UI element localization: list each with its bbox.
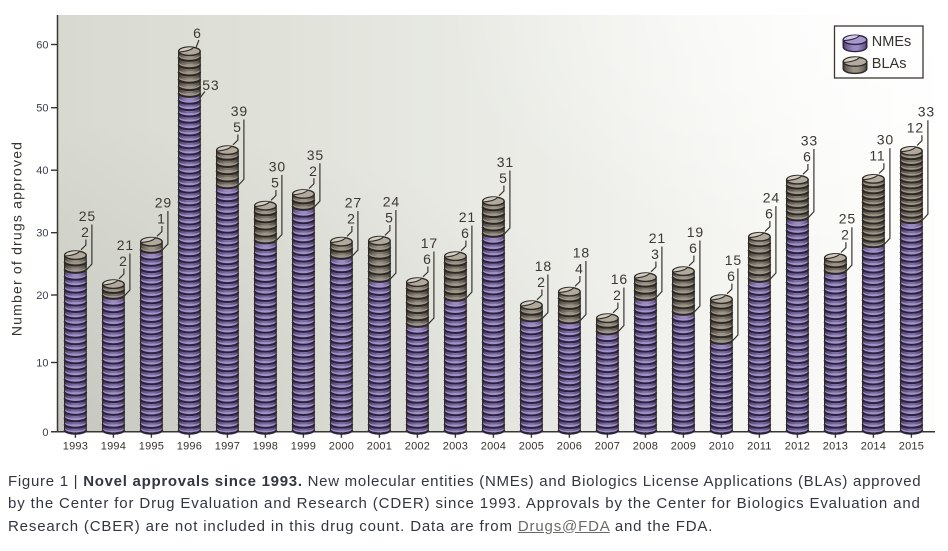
svg-text:19: 19 bbox=[687, 224, 704, 240]
svg-text:2012: 2012 bbox=[785, 441, 810, 453]
svg-text:31: 31 bbox=[497, 154, 514, 170]
svg-text:2004: 2004 bbox=[481, 441, 506, 453]
svg-text:2014: 2014 bbox=[861, 441, 886, 453]
svg-text:1998: 1998 bbox=[253, 441, 278, 453]
svg-text:15: 15 bbox=[725, 252, 742, 268]
svg-text:11: 11 bbox=[869, 148, 885, 164]
svg-text:1996: 1996 bbox=[177, 441, 202, 453]
svg-text:21: 21 bbox=[459, 209, 476, 225]
svg-text:2005: 2005 bbox=[519, 441, 544, 453]
svg-text:2006: 2006 bbox=[557, 441, 582, 453]
svg-text:24: 24 bbox=[763, 190, 780, 206]
svg-text:10: 10 bbox=[36, 358, 48, 370]
svg-text:2015: 2015 bbox=[899, 441, 924, 453]
svg-text:6: 6 bbox=[803, 149, 812, 165]
svg-text:2: 2 bbox=[347, 211, 356, 227]
svg-text:53: 53 bbox=[202, 77, 219, 93]
svg-text:50: 50 bbox=[36, 103, 48, 115]
svg-text:24: 24 bbox=[383, 194, 400, 210]
svg-text:2: 2 bbox=[119, 253, 128, 269]
svg-text:5: 5 bbox=[233, 119, 242, 135]
svg-text:1993: 1993 bbox=[63, 441, 88, 453]
svg-text:6: 6 bbox=[423, 251, 432, 267]
svg-text:29: 29 bbox=[155, 195, 172, 211]
svg-text:17: 17 bbox=[421, 235, 438, 251]
svg-text:2: 2 bbox=[841, 227, 850, 243]
svg-text:60: 60 bbox=[36, 40, 48, 52]
svg-text:2: 2 bbox=[81, 224, 90, 240]
svg-text:5: 5 bbox=[499, 170, 508, 186]
svg-text:25: 25 bbox=[79, 208, 96, 224]
svg-text:1999: 1999 bbox=[291, 441, 316, 453]
svg-text:6: 6 bbox=[461, 225, 470, 241]
svg-text:6: 6 bbox=[765, 206, 774, 222]
svg-text:0: 0 bbox=[42, 427, 48, 439]
svg-text:30: 30 bbox=[269, 159, 286, 175]
svg-text:2000: 2000 bbox=[329, 441, 354, 453]
svg-text:16: 16 bbox=[611, 271, 628, 287]
svg-text:2002: 2002 bbox=[405, 441, 430, 453]
svg-text:30: 30 bbox=[877, 132, 894, 148]
svg-text:18: 18 bbox=[573, 245, 590, 261]
svg-text:35: 35 bbox=[307, 147, 324, 163]
svg-text:33: 33 bbox=[918, 104, 935, 120]
svg-text:1995: 1995 bbox=[139, 441, 164, 453]
svg-text:1994: 1994 bbox=[101, 441, 126, 453]
svg-text:2: 2 bbox=[309, 163, 318, 179]
svg-text:30: 30 bbox=[36, 228, 48, 240]
svg-text:2013: 2013 bbox=[823, 441, 848, 453]
svg-text:2007: 2007 bbox=[595, 441, 620, 453]
svg-text:20: 20 bbox=[36, 290, 48, 302]
svg-text:5: 5 bbox=[271, 175, 280, 191]
svg-text:25: 25 bbox=[839, 211, 856, 227]
svg-text:2: 2 bbox=[613, 287, 622, 303]
svg-text:3: 3 bbox=[651, 246, 660, 262]
svg-text:2008: 2008 bbox=[633, 441, 658, 453]
svg-text:1: 1 bbox=[157, 211, 166, 227]
svg-text:NMEs: NMEs bbox=[872, 34, 911, 50]
svg-text:21: 21 bbox=[649, 230, 666, 246]
svg-text:1997: 1997 bbox=[215, 441, 240, 453]
svg-text:6: 6 bbox=[689, 240, 698, 256]
svg-text:2: 2 bbox=[537, 274, 546, 290]
svg-text:6: 6 bbox=[193, 25, 202, 41]
svg-text:2003: 2003 bbox=[443, 441, 468, 453]
svg-text:39: 39 bbox=[231, 103, 248, 119]
svg-text:2010: 2010 bbox=[709, 441, 734, 453]
svg-text:Number of drugs approved: Number of drugs approved bbox=[9, 141, 25, 336]
svg-text:2011: 2011 bbox=[747, 441, 771, 453]
svg-text:12: 12 bbox=[907, 120, 924, 136]
svg-text:33: 33 bbox=[801, 133, 818, 149]
svg-text:40: 40 bbox=[36, 165, 48, 177]
svg-text:BLAs: BLAs bbox=[872, 56, 907, 72]
svg-text:5: 5 bbox=[385, 210, 394, 226]
svg-text:27: 27 bbox=[345, 195, 362, 211]
svg-text:2009: 2009 bbox=[671, 441, 696, 453]
svg-text:6: 6 bbox=[727, 268, 736, 284]
svg-text:2001: 2001 bbox=[367, 441, 392, 453]
svg-text:18: 18 bbox=[535, 258, 552, 274]
svg-text:4: 4 bbox=[575, 261, 584, 277]
svg-text:21: 21 bbox=[117, 237, 134, 253]
